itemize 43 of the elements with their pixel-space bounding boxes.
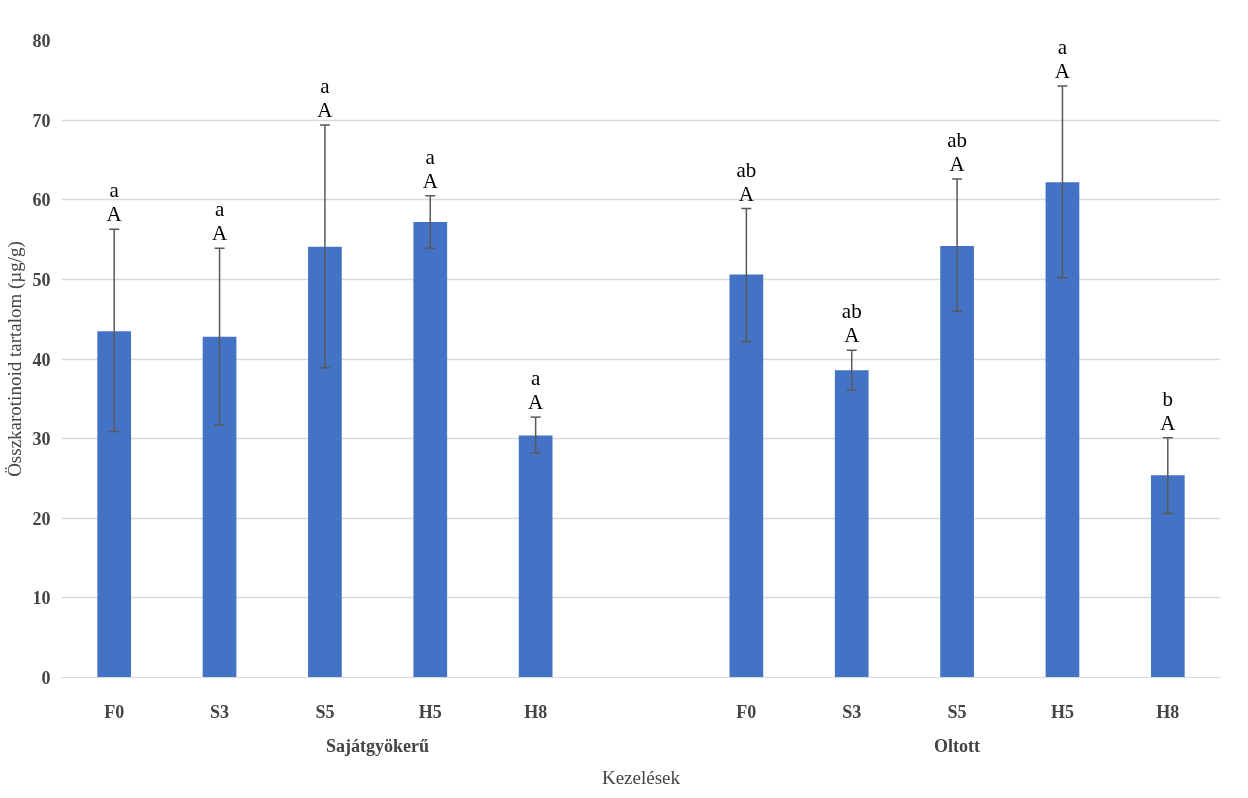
annotation: ab A — [947, 128, 968, 177]
y-tick-label: 60 — [32, 190, 51, 211]
x-tick-label: H5 — [1050, 701, 1074, 722]
y-tick-label: 30 — [32, 429, 51, 450]
annotation: a A — [1054, 34, 1071, 83]
annotation: a A — [528, 366, 545, 415]
bar — [202, 336, 237, 678]
bar — [308, 246, 342, 678]
annotation: a A — [211, 197, 228, 246]
y-tick-label: 40 — [32, 349, 51, 370]
annotation: ab A — [736, 157, 757, 206]
bar — [413, 222, 448, 678]
bar — [940, 245, 974, 678]
x-tick-label: S5 — [315, 701, 335, 722]
y-tick-label: 80 — [32, 31, 51, 51]
x-tick-label: S3 — [210, 701, 230, 722]
y-tick-label: 10 — [32, 588, 51, 609]
annotation: ab A — [841, 299, 862, 348]
bar — [1150, 475, 1185, 678]
bar — [834, 370, 869, 678]
y-tick-label: 70 — [32, 110, 51, 131]
y-tick-label: 20 — [32, 508, 51, 529]
bar — [97, 331, 132, 678]
x-tick-label: F0 — [736, 701, 757, 722]
x-tick-label: S5 — [947, 701, 967, 722]
text: Oltott — [934, 735, 981, 756]
annotation: a A — [422, 144, 439, 193]
bar — [729, 274, 764, 678]
bar — [1045, 182, 1080, 678]
x-tick-label: F0 — [104, 701, 125, 722]
y-axis-title: Összkarotinoid tartalom (µg/g) — [3, 241, 26, 477]
annotation: a A — [317, 73, 334, 122]
y-tick-label: 0 — [41, 668, 51, 688]
text: Sajátgyökerű — [326, 735, 430, 756]
x-tick-label: H8 — [524, 701, 548, 722]
x-tick-label: H8 — [1156, 701, 1180, 722]
x-tick-label: S3 — [842, 701, 862, 722]
y-tick-label: 50 — [32, 269, 51, 290]
annotation: b A — [1160, 386, 1177, 435]
annotation: a A — [106, 178, 123, 227]
x-axis-title: Kezelések — [601, 766, 681, 788]
bar — [518, 435, 553, 678]
x-tick-label: H5 — [418, 701, 442, 722]
